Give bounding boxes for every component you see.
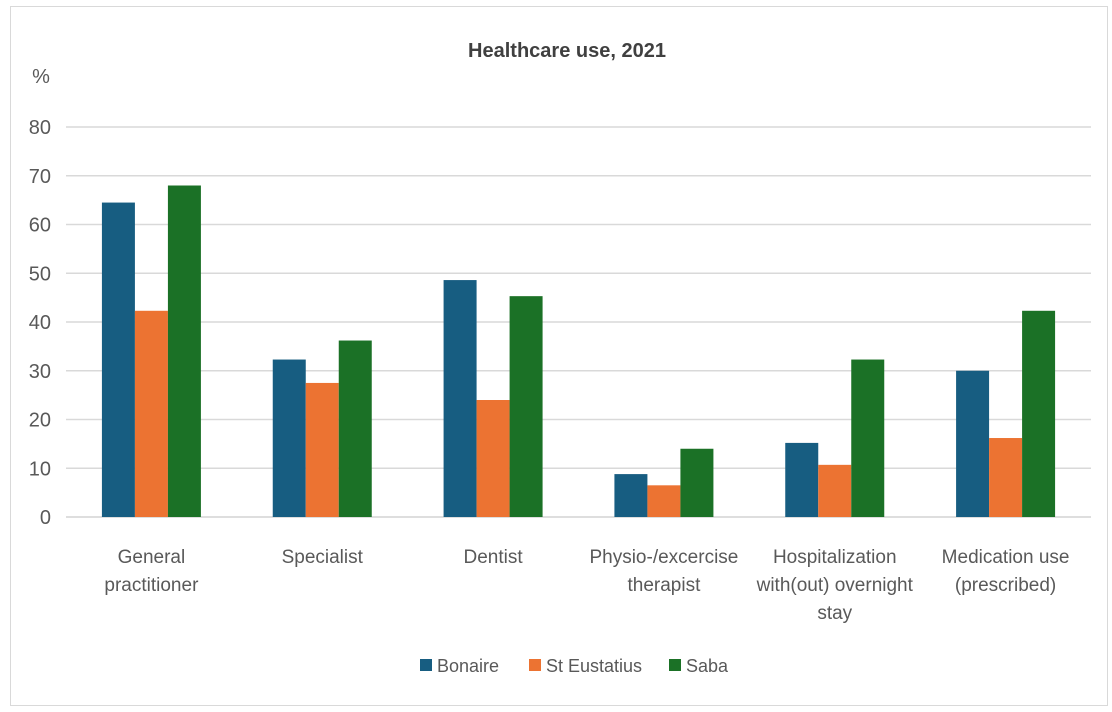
chart-title: Healthcare use, 2021 bbox=[468, 40, 666, 62]
bar-st-eustatius bbox=[989, 438, 1023, 517]
bar-bonaire bbox=[785, 442, 819, 517]
bar-bonaire bbox=[443, 280, 477, 517]
bars bbox=[101, 185, 1056, 517]
bar-st-eustatius bbox=[134, 310, 168, 517]
y-tick-label: 40 bbox=[29, 312, 51, 334]
x-category-label-line: (prescribed) bbox=[955, 575, 1056, 596]
x-category-label-line: with(out) overnight bbox=[756, 575, 914, 596]
bar-saba bbox=[509, 296, 543, 517]
x-category-label-line: Hospitalization bbox=[773, 547, 897, 568]
bar-st-eustatius bbox=[818, 464, 852, 517]
y-tick-label: 10 bbox=[29, 458, 51, 480]
y-tick-label: 70 bbox=[29, 166, 51, 188]
bar-saba bbox=[851, 359, 885, 517]
x-category-label: Hospitalization with(out) overnight stay bbox=[756, 547, 914, 624]
bar-st-eustatius bbox=[305, 382, 339, 517]
y-axis-unit-label: % bbox=[32, 66, 50, 88]
bar-chart: Healthcare use, 2021 % 0 10 20 30 40 50 60 70 80… bbox=[29, 40, 1091, 676]
y-tick-label: 50 bbox=[29, 263, 51, 285]
bar-st-eustatius bbox=[647, 485, 681, 517]
x-axis-category-labels: General practitioner Specialist Dentist Phys… bbox=[104, 547, 1069, 624]
x-category-label-line: practitioner bbox=[104, 575, 199, 596]
legend-swatch-saba bbox=[669, 659, 681, 671]
x-category-label-line: therapist bbox=[627, 575, 701, 596]
x-category-label-line: Medication use bbox=[942, 547, 1070, 568]
bar-saba bbox=[680, 448, 714, 517]
bar-saba bbox=[338, 340, 372, 517]
legend-label-bonaire: Bonaire bbox=[437, 656, 499, 676]
legend-label-saba: Saba bbox=[686, 656, 729, 676]
bar-bonaire bbox=[956, 370, 990, 517]
bar-bonaire bbox=[272, 359, 306, 517]
bar-st-eustatius bbox=[476, 400, 510, 517]
x-category-label: Specialist bbox=[282, 547, 364, 568]
legend: Bonaire St Eustatius Saba bbox=[420, 656, 729, 676]
y-axis-tick-labels: 0 10 20 30 40 50 60 70 80 bbox=[29, 117, 51, 529]
legend-swatch-st-eustatius bbox=[529, 659, 541, 671]
gridlines bbox=[66, 126, 1091, 518]
x-category-label: Physio-/excercise therapist bbox=[589, 547, 738, 596]
bar-saba bbox=[1022, 310, 1056, 517]
x-category-label: Medication use (prescribed) bbox=[942, 547, 1070, 596]
x-category-label: General practitioner bbox=[104, 547, 199, 596]
x-category-label-line: Physio-/excercise bbox=[589, 547, 738, 568]
chart-container: Healthcare use, 2021 % 0 10 20 30 40 50 60 70 80… bbox=[10, 6, 1108, 706]
x-category-label-line: Specialist bbox=[282, 547, 364, 568]
y-tick-label: 0 bbox=[40, 507, 51, 529]
x-category-label-line: Dentist bbox=[464, 547, 524, 568]
x-category-label-line: stay bbox=[817, 603, 852, 624]
y-tick-label: 60 bbox=[29, 215, 51, 237]
legend-swatch-bonaire bbox=[420, 659, 432, 671]
y-tick-label: 20 bbox=[29, 410, 51, 432]
legend-label-st-eustatius: St Eustatius bbox=[546, 656, 642, 676]
bar-saba bbox=[167, 185, 201, 517]
x-category-label: Dentist bbox=[464, 547, 524, 568]
x-category-label-line: General bbox=[118, 547, 186, 568]
bar-bonaire bbox=[614, 474, 648, 517]
bar-bonaire bbox=[101, 202, 135, 517]
y-tick-label: 30 bbox=[29, 361, 51, 383]
y-tick-label: 80 bbox=[29, 117, 51, 139]
